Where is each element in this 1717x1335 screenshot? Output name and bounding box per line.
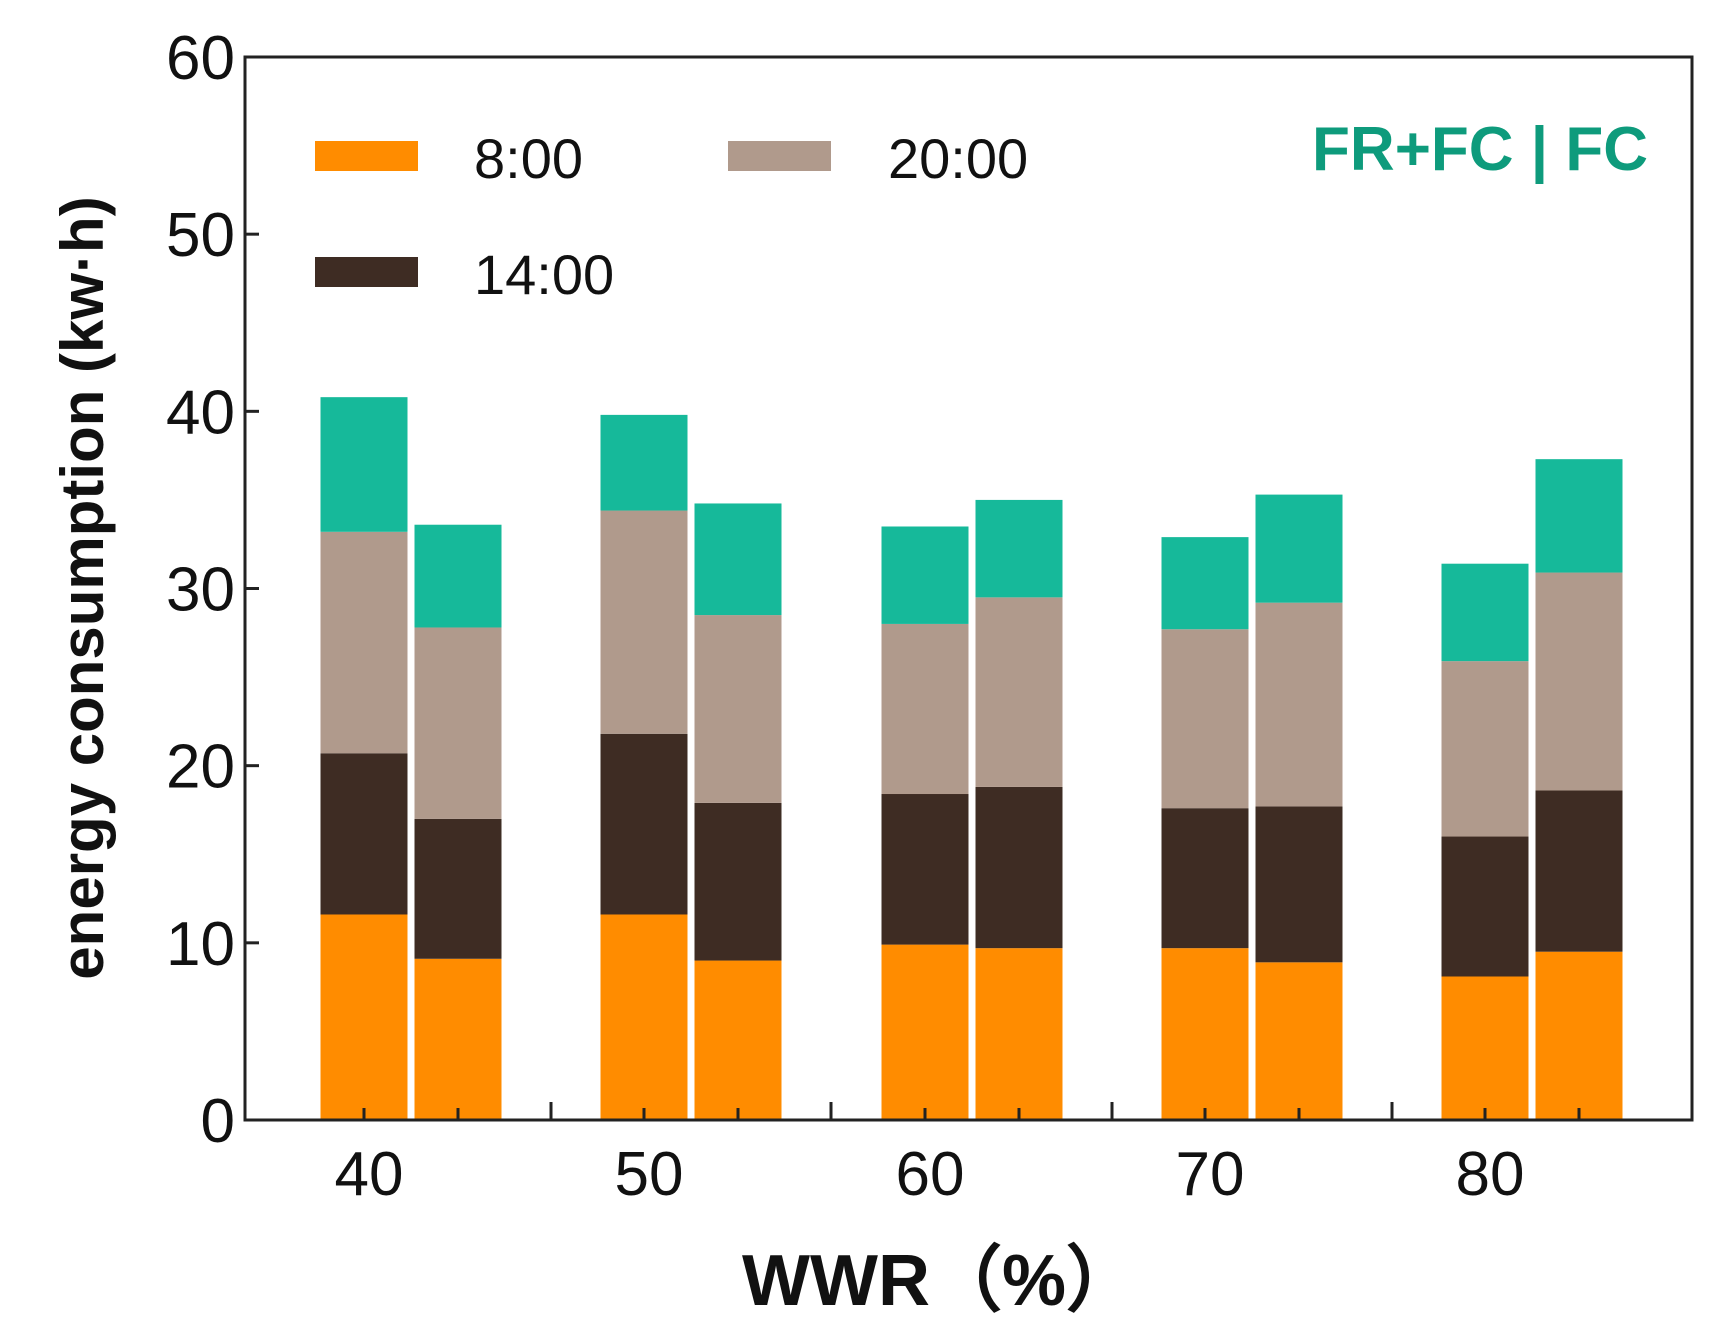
bar-segment-50-fr-fc-1 xyxy=(600,914,688,1120)
y-axis: 0 10 20 30 40 50 60 xyxy=(166,24,259,1156)
legend-label-2: 20:00 xyxy=(888,127,1028,190)
bar-segment-60-fc-2 xyxy=(975,786,1063,949)
x-tick-label: 70 xyxy=(1176,1140,1245,1209)
bar-segment-60-fr-fc-4 xyxy=(881,526,969,624)
bar-segment-50-fc-4 xyxy=(694,503,782,616)
bar-segment-50-fr-fc-2 xyxy=(600,733,688,915)
x-tick-label: 50 xyxy=(615,1140,684,1209)
y-tick-label: 40 xyxy=(166,378,235,447)
bar-segment-70-fc-4 xyxy=(1255,494,1343,603)
bar-segment-40-fc-1 xyxy=(414,958,502,1120)
bar-segment-50-fc-1 xyxy=(694,960,782,1120)
x-tick-label: 80 xyxy=(1456,1140,1525,1209)
y-tick-label: 0 xyxy=(201,1087,235,1156)
bar-segment-80-fr-fc-4 xyxy=(1441,563,1529,662)
legend-swatch-3 xyxy=(315,257,418,287)
bar-segment-80-fr-fc-2 xyxy=(1441,836,1529,977)
bar-segment-60-fc-3 xyxy=(975,597,1063,787)
bar-segment-60-fc-4 xyxy=(975,499,1063,598)
bar-segment-60-fc-1 xyxy=(975,948,1063,1120)
y-tick-label: 30 xyxy=(166,556,235,625)
bar-segment-80-fc-3 xyxy=(1535,572,1623,791)
legend-swatch-2 xyxy=(728,141,831,171)
legend-swatch-1 xyxy=(315,141,418,171)
bar-segment-70-fr-fc-2 xyxy=(1161,808,1249,949)
legend-label-1: 8:00 xyxy=(474,127,583,190)
bar-segment-80-fc-1 xyxy=(1535,951,1623,1120)
y-tick-label: 60 xyxy=(166,24,235,93)
bar-segment-60-fr-fc-1 xyxy=(881,944,969,1120)
bar-segment-80-fr-fc-1 xyxy=(1441,976,1529,1120)
x-tick-label: 60 xyxy=(896,1140,965,1209)
bar-segment-70-fr-fc-1 xyxy=(1161,948,1249,1120)
bar-segment-70-fr-fc-3 xyxy=(1161,629,1249,809)
bar-segment-50-fc-3 xyxy=(694,615,782,803)
bar-segment-70-fc-2 xyxy=(1255,806,1343,963)
bar-segment-60-fr-fc-3 xyxy=(881,623,969,795)
bar-segment-70-fc-1 xyxy=(1255,962,1343,1120)
bar-segment-40-fc-3 xyxy=(414,627,502,819)
bar-segment-70-fc-3 xyxy=(1255,602,1343,807)
y-tick-label: 50 xyxy=(166,201,235,270)
bar-segment-60-fr-fc-2 xyxy=(881,794,969,945)
legend: 8:00 20:00 14:00 xyxy=(315,127,1028,306)
x-tick-label: 40 xyxy=(335,1140,404,1209)
annotation-label: FR+FC | FC xyxy=(1312,115,1648,185)
bar-segment-40-fr-fc-2 xyxy=(320,753,408,915)
bar-segment-50-fr-fc-3 xyxy=(600,510,688,734)
y-axis-title: energy consumption (kw·h) xyxy=(49,196,116,979)
bar-segment-70-fr-fc-4 xyxy=(1161,537,1249,630)
y-tick-label: 20 xyxy=(166,733,235,802)
bar-segment-40-fr-fc-3 xyxy=(320,531,408,754)
legend-label-3: 14:00 xyxy=(474,243,614,306)
bar-segment-40-fc-4 xyxy=(414,524,502,628)
bar-segment-40-fr-fc-4 xyxy=(320,397,408,532)
bar-segment-40-fc-2 xyxy=(414,818,502,959)
bar-segment-50-fr-fc-4 xyxy=(600,414,688,511)
bar-segment-40-fr-fc-1 xyxy=(320,914,408,1120)
x-axis-title: WWR（%） xyxy=(742,1241,1138,1321)
bar-segment-80-fc-2 xyxy=(1535,790,1623,952)
bars-layer xyxy=(320,397,1623,1120)
bar-segment-80-fr-fc-3 xyxy=(1441,661,1529,837)
bar-segment-50-fc-2 xyxy=(694,802,782,961)
bar-segment-80-fc-4 xyxy=(1535,459,1623,573)
y-tick-label: 10 xyxy=(166,910,235,979)
x-axis: 40 50 60 70 80 xyxy=(335,1102,1581,1209)
